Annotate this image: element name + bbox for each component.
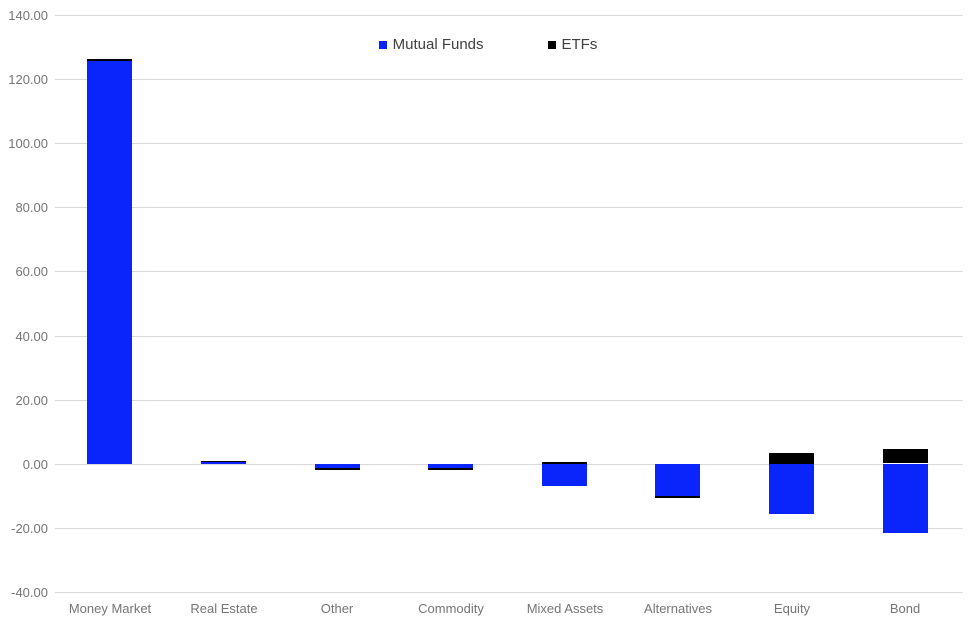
gridline-40.00 [55, 336, 963, 337]
gridline-80.00 [55, 207, 963, 208]
x-axis-category-label: Other [320, 601, 354, 616]
y-axis-tick-label: -40.00 [11, 585, 48, 600]
y-axis-tick-label: -20.00 [11, 521, 48, 536]
gridline-20.00 [55, 400, 963, 401]
legend-label-etfs: ETFs [561, 36, 598, 53]
gridline-140.00 [55, 15, 963, 16]
legend-item-etfs: ETFs [547, 36, 598, 53]
bar-etfs-money-market [87, 59, 132, 61]
bar-mutual-funds-commodity [428, 464, 473, 468]
x-axis-category-label: Real Estate [190, 601, 258, 616]
y-axis-tick-label: 60.00 [15, 264, 48, 279]
gridline--40.00 [55, 592, 963, 593]
bar-mutual-funds-money-market [87, 61, 132, 464]
bar-mutual-funds-bond [883, 464, 928, 533]
y-axis-tick-label: 100.00 [8, 136, 48, 151]
x-axis-category-label: Commodity [418, 601, 484, 616]
x-axis-category-label: Bond [889, 601, 921, 616]
bar-etfs-other [315, 468, 360, 470]
legend-label-mutual-funds: Mutual Funds [392, 36, 484, 53]
gridline-60.00 [55, 271, 963, 272]
bar-etfs-commodity [428, 468, 473, 470]
legend-item-mutual-funds: Mutual Funds [378, 36, 484, 53]
mutual-funds-swatch-icon [378, 40, 387, 49]
bar-etfs-bond [883, 449, 928, 463]
x-axis-category-label: Equity [773, 601, 811, 616]
x-axis-category-label: Alternatives [644, 601, 712, 616]
bar-mutual-funds-alternatives [655, 464, 700, 496]
bar-etfs-equity [769, 453, 814, 464]
gridline-120.00 [55, 79, 963, 80]
bar-mutual-funds-equity [769, 464, 814, 514]
y-axis-tick-label: 140.00 [8, 8, 48, 23]
bar-mutual-funds-other [315, 464, 360, 468]
x-axis-category-label: Money Market [68, 601, 152, 616]
gridline-100.00 [55, 143, 963, 144]
bar-mutual-funds-real-estate [201, 461, 246, 464]
y-axis-tick-label: 40.00 [15, 329, 48, 344]
etfs-swatch-icon [547, 40, 556, 49]
y-axis-tick-label: 80.00 [15, 200, 48, 215]
bar-etfs-real-estate [201, 461, 246, 462]
y-axis-tick-label: 0.00 [22, 457, 48, 472]
y-axis-tick-label: 20.00 [15, 393, 48, 408]
y-axis-tick-label: 120.00 [8, 72, 48, 87]
gridline-0.00 [55, 464, 963, 465]
gridline--20.00 [55, 528, 963, 529]
bar-etfs-alternatives [655, 496, 700, 498]
bar-mutual-funds-mixed-assets [542, 464, 587, 486]
x-axis-category-label: Mixed Assets [526, 601, 604, 616]
bar-etfs-mixed-assets [542, 462, 587, 464]
legend: Mutual Funds ETFs [0, 36, 976, 53]
